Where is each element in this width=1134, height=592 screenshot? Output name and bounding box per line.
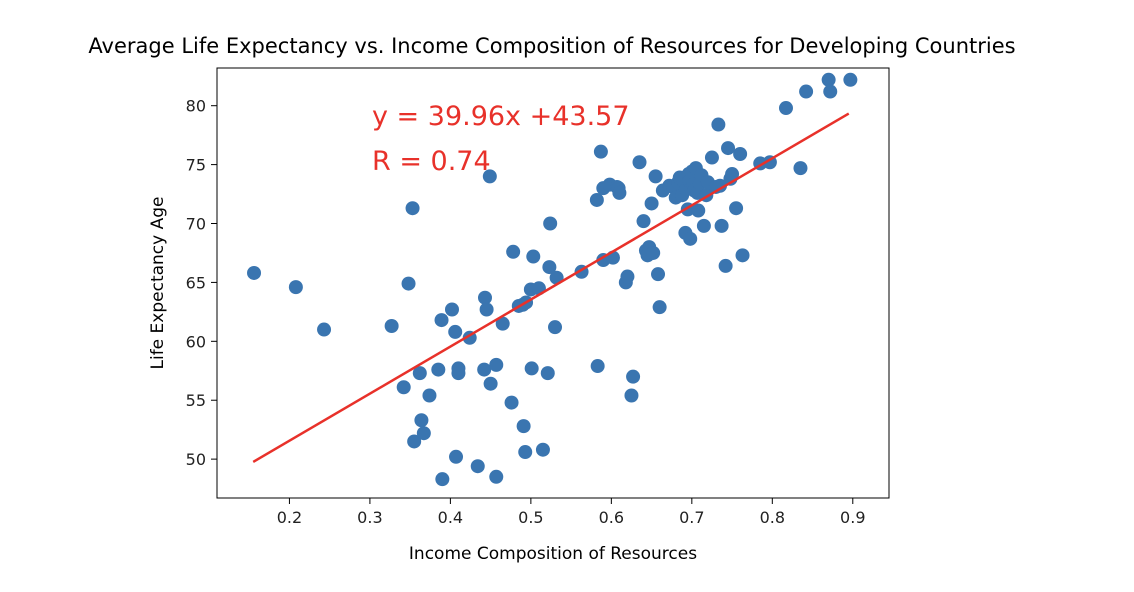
data-point xyxy=(624,388,639,403)
data-point xyxy=(718,258,733,273)
data-point xyxy=(683,231,698,246)
data-point xyxy=(651,267,666,282)
data-point xyxy=(535,442,550,457)
data-point xyxy=(652,300,667,315)
data-point xyxy=(518,445,533,460)
data-point xyxy=(414,413,429,428)
x-tick-label: 0.5 xyxy=(518,508,543,527)
data-point xyxy=(646,245,661,260)
data-point xyxy=(843,72,858,87)
y-tick-label: 60 xyxy=(186,332,206,351)
data-point xyxy=(506,244,521,259)
data-point xyxy=(821,72,836,87)
data-point xyxy=(632,155,647,170)
x-tick-label: 0.8 xyxy=(760,508,785,527)
data-point xyxy=(626,369,641,384)
data-point xyxy=(735,248,750,263)
data-point xyxy=(448,324,463,339)
regression-line xyxy=(252,112,850,463)
data-point xyxy=(636,214,651,229)
y-tick-label: 75 xyxy=(186,156,206,175)
data-point xyxy=(434,313,449,328)
data-point xyxy=(691,203,706,218)
data-point xyxy=(733,147,748,161)
x-tick-label: 0.3 xyxy=(357,508,382,527)
data-point xyxy=(725,167,740,182)
data-point xyxy=(721,141,736,156)
x-tick-label: 0.2 xyxy=(277,508,302,527)
y-axis-label: Life Expectancy Age xyxy=(148,197,168,370)
x-tick-label: 0.7 xyxy=(679,508,704,527)
data-point xyxy=(449,449,464,464)
data-point xyxy=(714,218,729,233)
data-point xyxy=(477,290,492,305)
data-point xyxy=(793,161,808,176)
data-point xyxy=(648,169,663,184)
x-tick-label: 0.9 xyxy=(840,508,865,527)
data-point xyxy=(489,469,504,484)
data-point xyxy=(504,395,519,410)
data-point xyxy=(524,361,539,376)
y-tick-label: 80 xyxy=(186,97,206,116)
data-point xyxy=(444,302,459,317)
data-point xyxy=(396,380,411,395)
x-axis: 0.2 0.3 0.4 0.5 0.6 0.7 0.8 0.9 xyxy=(277,498,866,527)
data-point xyxy=(495,316,510,331)
data-point xyxy=(288,280,303,295)
data-point xyxy=(540,366,555,381)
data-point xyxy=(799,84,814,99)
data-point xyxy=(247,265,262,280)
y-tick-label: 50 xyxy=(186,450,206,469)
data-point xyxy=(526,249,541,264)
data-point xyxy=(778,101,793,116)
y-tick-label: 65 xyxy=(186,273,206,292)
x-tick-label: 0.4 xyxy=(438,508,463,527)
data-point xyxy=(470,459,485,474)
data-point xyxy=(543,216,558,231)
data-point xyxy=(516,419,531,434)
data-point xyxy=(489,357,504,372)
data-points xyxy=(247,72,858,487)
data-point xyxy=(483,376,498,391)
y-axis: 50 55 60 65 70 75 80 xyxy=(186,97,217,469)
data-point xyxy=(823,84,838,99)
data-point xyxy=(401,276,416,291)
y-tick-label: 70 xyxy=(186,215,206,234)
data-point xyxy=(711,117,726,132)
data-point xyxy=(620,269,635,284)
data-point xyxy=(482,169,497,184)
data-point xyxy=(416,426,431,441)
data-point xyxy=(477,362,492,377)
data-point xyxy=(712,178,727,193)
data-point xyxy=(542,260,557,275)
data-point xyxy=(704,150,719,165)
data-point xyxy=(696,218,711,233)
x-tick-label: 0.6 xyxy=(599,508,624,527)
chart-title: Average Life Expectancy vs. Income Compo… xyxy=(88,34,1015,58)
data-point xyxy=(422,388,437,403)
data-point xyxy=(590,359,605,374)
x-axis-label: Income Composition of Resources xyxy=(409,544,697,564)
data-point xyxy=(593,144,608,159)
data-point xyxy=(548,320,563,335)
plot-area-frame xyxy=(216,67,890,499)
data-point xyxy=(407,434,422,449)
data-point xyxy=(451,361,466,376)
data-point xyxy=(479,302,494,317)
data-point xyxy=(412,366,427,381)
data-point xyxy=(384,319,399,333)
data-point xyxy=(612,185,627,200)
data-point xyxy=(435,472,450,487)
regression-equation-label: y = 39.96x +43.57 xyxy=(372,101,630,132)
data-point xyxy=(589,192,604,207)
data-point xyxy=(729,201,744,216)
y-tick-label: 55 xyxy=(186,391,206,410)
data-point xyxy=(644,196,659,211)
data-point xyxy=(317,322,332,337)
data-point xyxy=(431,362,446,377)
data-point xyxy=(405,201,420,216)
correlation-r-label: R = 0.74 xyxy=(372,146,491,177)
